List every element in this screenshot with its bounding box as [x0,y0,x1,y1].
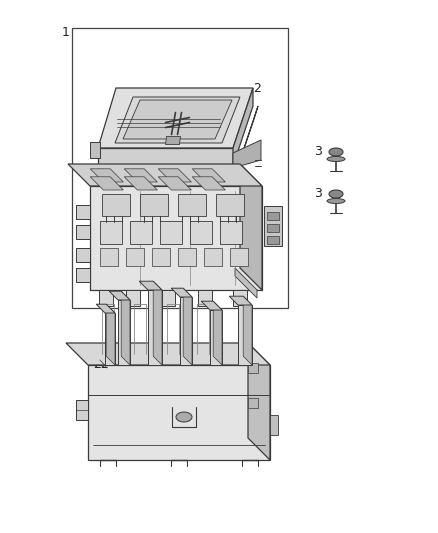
Polygon shape [190,221,212,244]
Polygon shape [216,194,244,216]
Polygon shape [235,106,258,176]
Polygon shape [264,206,282,246]
Polygon shape [102,194,130,216]
Polygon shape [76,225,90,239]
Polygon shape [233,290,247,306]
Polygon shape [161,290,175,306]
Polygon shape [90,186,262,290]
Polygon shape [124,177,157,190]
Text: 3: 3 [314,187,322,200]
Polygon shape [192,177,226,190]
Polygon shape [93,166,238,176]
Polygon shape [248,343,270,460]
Polygon shape [230,248,248,266]
Ellipse shape [329,148,343,156]
Polygon shape [235,268,257,298]
Polygon shape [233,140,261,168]
Ellipse shape [327,157,345,161]
Polygon shape [76,268,90,282]
Text: 2: 2 [253,82,261,95]
Polygon shape [213,301,222,365]
Polygon shape [115,97,240,143]
Polygon shape [139,281,162,290]
Polygon shape [267,236,279,244]
Polygon shape [153,281,162,365]
Polygon shape [96,304,115,313]
Polygon shape [158,169,191,182]
Polygon shape [76,400,88,420]
Polygon shape [267,224,279,232]
Polygon shape [238,305,252,365]
Polygon shape [126,290,140,306]
Polygon shape [123,100,232,139]
Polygon shape [100,248,118,266]
Text: 1: 1 [62,26,70,39]
Polygon shape [121,291,130,365]
Polygon shape [126,248,144,266]
Polygon shape [124,169,157,182]
Polygon shape [90,169,124,182]
Polygon shape [178,194,206,216]
Polygon shape [158,177,191,190]
Polygon shape [233,88,253,166]
Polygon shape [106,304,115,365]
Ellipse shape [329,190,343,198]
Polygon shape [192,169,226,182]
Polygon shape [210,310,222,365]
Polygon shape [248,398,258,408]
Polygon shape [220,221,242,244]
Polygon shape [160,221,182,244]
Text: 22: 22 [93,358,109,371]
Polygon shape [201,301,222,310]
Polygon shape [109,291,130,300]
Polygon shape [171,288,192,297]
Polygon shape [198,290,212,306]
Ellipse shape [176,412,192,422]
Polygon shape [105,313,115,365]
Polygon shape [100,221,122,244]
Polygon shape [204,248,222,266]
Polygon shape [178,248,196,266]
Polygon shape [98,88,253,148]
Polygon shape [99,290,113,306]
Polygon shape [183,288,192,365]
Polygon shape [152,248,170,266]
Polygon shape [229,296,252,305]
Polygon shape [88,365,270,460]
Polygon shape [68,164,262,186]
Polygon shape [90,142,100,158]
Polygon shape [243,296,252,365]
Polygon shape [248,363,258,373]
Polygon shape [140,194,168,216]
Polygon shape [180,297,192,365]
Polygon shape [76,248,90,262]
Polygon shape [267,212,279,220]
Polygon shape [130,221,152,244]
Text: 3: 3 [314,145,322,158]
Polygon shape [148,290,162,365]
Polygon shape [76,205,90,219]
Ellipse shape [327,198,345,204]
Polygon shape [98,148,233,166]
Polygon shape [118,300,130,365]
Polygon shape [66,343,270,365]
Polygon shape [240,164,262,290]
Polygon shape [90,177,124,190]
Polygon shape [166,136,180,144]
Polygon shape [270,415,278,435]
